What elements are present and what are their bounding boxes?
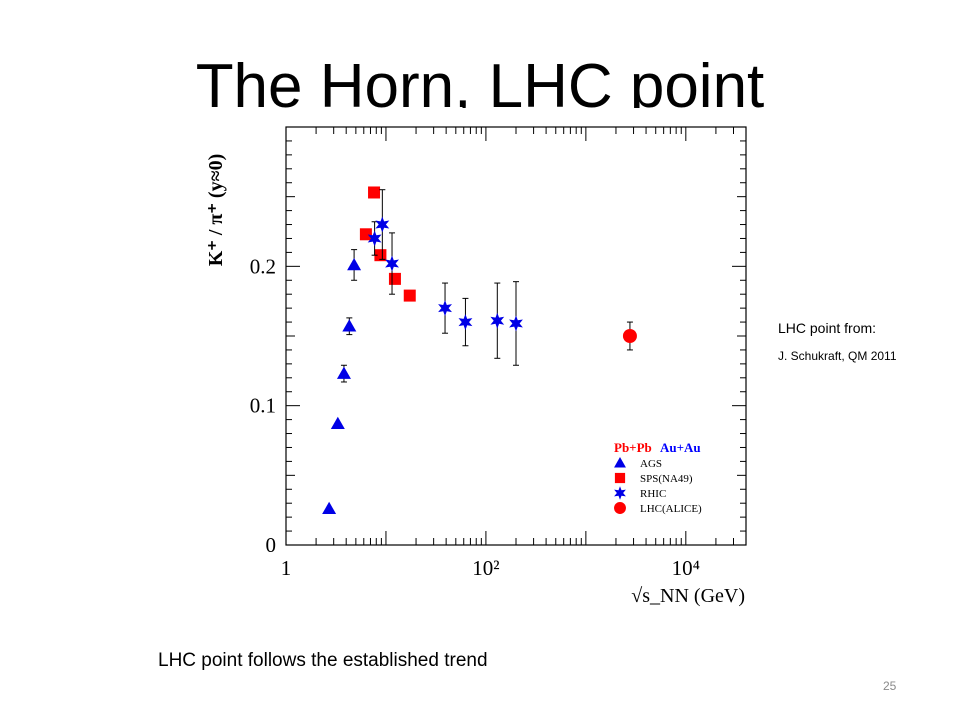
data-point-ags bbox=[322, 501, 337, 515]
legend-marker-rhic bbox=[614, 486, 626, 500]
data-point-rhic bbox=[458, 314, 473, 331]
data-point-rhic bbox=[509, 315, 523, 332]
figure-background bbox=[222, 108, 756, 618]
page-number: 25 bbox=[883, 679, 897, 693]
lhc-source-note: LHC point from: bbox=[778, 320, 877, 336]
data-point-rhic bbox=[438, 300, 452, 317]
legend-marker-sps-na49 bbox=[614, 472, 626, 484]
x-axis-label: √s_NN (GeV) bbox=[631, 585, 745, 607]
legend-label: SPS(NA49) bbox=[640, 473, 693, 485]
slide-title: The Horn, LHC point bbox=[195, 56, 765, 108]
y-axis-label: K⁺ / π⁺ (y≈0) bbox=[205, 154, 227, 266]
legend-marker-ags bbox=[614, 457, 626, 468]
legend: Pb+Pb Au+Au AGS SPS(NA49) RHIC LHC(ALICE) bbox=[614, 440, 702, 515]
data-point-ags bbox=[342, 319, 357, 332]
data-point-ags bbox=[336, 366, 351, 379]
slide-caption: LHC point follows the established trend bbox=[158, 650, 488, 671]
data-point-lhc-alice bbox=[622, 329, 637, 343]
x-tick-label: 1 bbox=[281, 556, 292, 580]
legend-label: LHC(ALICE) bbox=[640, 503, 702, 515]
legend-marker-lhc-alice bbox=[614, 502, 626, 514]
x-tick-label: 10⁴ bbox=[672, 556, 700, 580]
data-point-sps-na49 bbox=[388, 272, 401, 285]
data-point-rhic bbox=[375, 216, 390, 233]
legend-header-pbpb: Pb+Pb bbox=[614, 440, 652, 455]
data-point-rhic bbox=[385, 255, 399, 272]
data-point-sps-na49 bbox=[359, 228, 372, 241]
x-tick-label: 10² bbox=[472, 556, 499, 580]
y-tick-label: 0.1 bbox=[250, 394, 276, 418]
legend-label: RHIC bbox=[640, 488, 666, 500]
y-tick-label: 0 bbox=[266, 533, 277, 557]
y-tick-label: 0.2 bbox=[250, 254, 276, 278]
data-point-ags bbox=[330, 416, 345, 430]
data-point-sps-na49 bbox=[374, 249, 387, 262]
data-point-ags bbox=[347, 257, 362, 271]
data-point-rhic bbox=[490, 312, 505, 329]
data-point-sps-na49 bbox=[403, 289, 416, 302]
data-point-rhic bbox=[367, 230, 382, 247]
legend-header-auau: Au+Au bbox=[660, 440, 701, 455]
data-point-sps-na49 bbox=[368, 186, 381, 199]
lhc-source-reference: J. Schukraft, QM 2011 bbox=[778, 349, 897, 363]
legend-label: AGS bbox=[640, 458, 662, 470]
